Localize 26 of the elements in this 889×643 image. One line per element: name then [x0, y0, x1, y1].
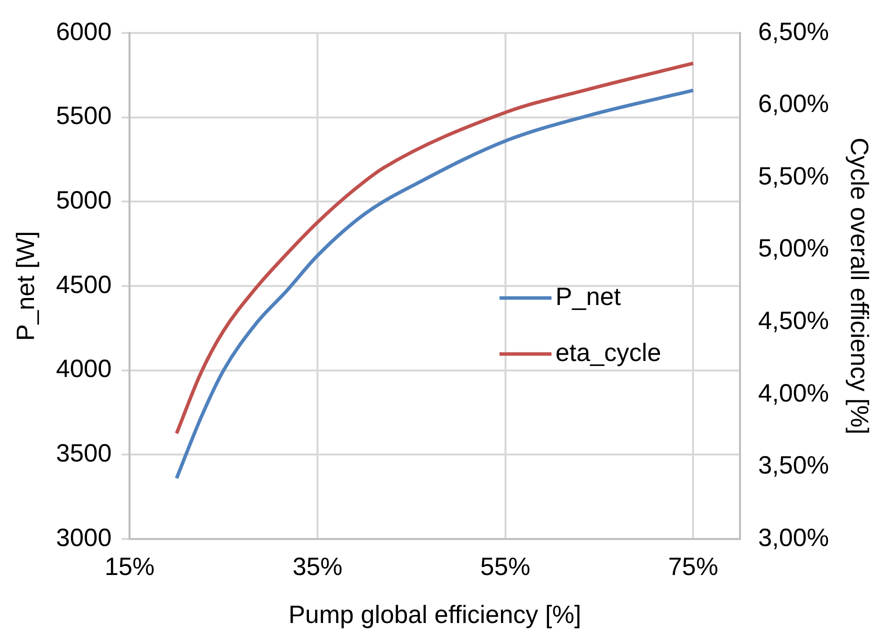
- x-tick-label: 35%: [292, 552, 342, 581]
- y2-tick-label: 4,00%: [758, 379, 830, 408]
- y-tick-label: 5000: [56, 186, 112, 215]
- x-tick-label: 75%: [668, 552, 718, 581]
- x-axis-title: Pump global efficiency [%]: [288, 600, 582, 629]
- y2-tick-label: 4,50%: [758, 307, 830, 336]
- y2-tick-label: 6,50%: [758, 18, 830, 46]
- y-tick-label: 4500: [56, 270, 112, 299]
- line-series: [174, 88, 695, 480]
- line-series: [174, 62, 695, 436]
- y-tick-label: 5500: [56, 102, 112, 130]
- y-axis-title: P_net [W]: [12, 231, 40, 341]
- y-tick-label: 3000: [56, 524, 112, 552]
- legend-label: eta_cycle: [556, 338, 662, 367]
- y-tick-label: 4000: [56, 355, 112, 384]
- legend-label: P_net: [556, 282, 621, 311]
- y-tick-label: 6000: [56, 18, 112, 46]
- y2-tick-label: 5,00%: [758, 234, 830, 263]
- y2-axis-title: Cycle overall efficiency [%]: [845, 138, 874, 434]
- y2-tick-label: 3,00%: [758, 524, 830, 552]
- y2-tick-label: 5,50%: [758, 162, 830, 190]
- x-tick-label: 15%: [104, 552, 155, 581]
- y-tick-label: 3500: [56, 440, 112, 468]
- x-tick-label: 55%: [480, 552, 530, 581]
- y2-tick-label: 3,50%: [758, 452, 830, 480]
- y2-tick-label: 6,00%: [758, 90, 830, 118]
